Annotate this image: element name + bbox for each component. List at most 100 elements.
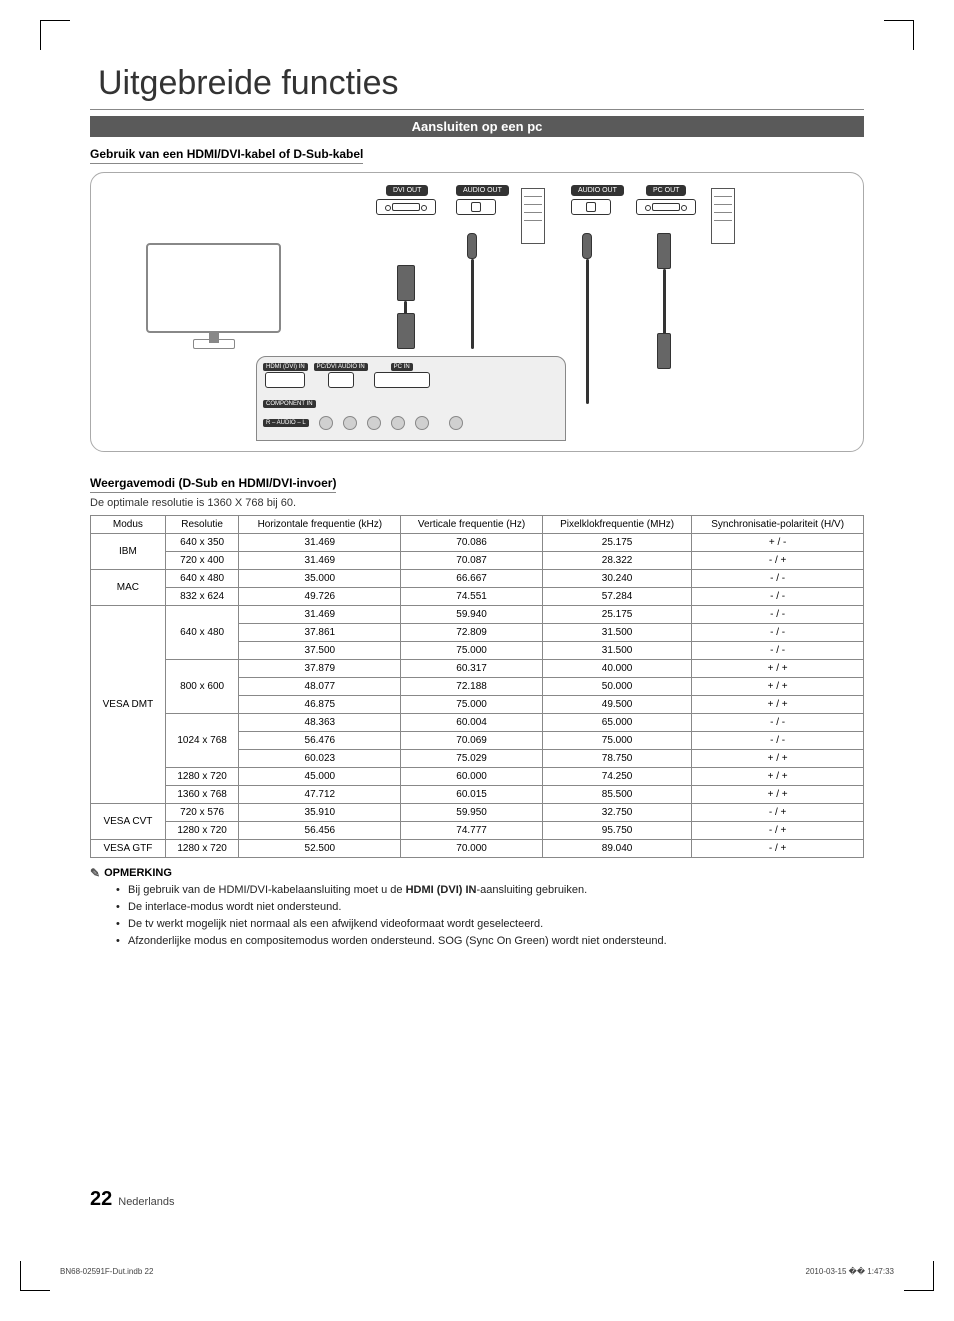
cable-line-4 [663, 269, 666, 339]
notes-label: OPMERKING [104, 867, 172, 879]
table-cell-modus: IBM [91, 534, 166, 570]
table-row: MAC640 x 48035.00066.66730.240- / - [91, 570, 864, 588]
table-cell-modus: VESA DMT [91, 606, 166, 804]
table-cell: 49.726 [239, 588, 401, 606]
table-cell: 56.476 [239, 732, 401, 750]
table-cell: 832 x 624 [165, 588, 239, 606]
table-cell: 50.000 [542, 678, 691, 696]
table-header: Resolutie [165, 516, 239, 534]
table-cell: - / + [692, 822, 864, 840]
port-label-pc-out: PC OUT [646, 185, 686, 196]
table-cell: 65.000 [542, 714, 691, 732]
table-cell: 85.500 [542, 786, 691, 804]
table-cell-modus: MAC [91, 570, 166, 606]
note-item: Bij gebruik van de HDMI/DVI-kabelaanslui… [116, 884, 864, 896]
table-cell: - / - [692, 732, 864, 750]
table-cell: 74.250 [542, 768, 691, 786]
table-row: 832 x 62449.72674.55157.284- / - [91, 588, 864, 606]
crop-mark-bl [20, 1261, 50, 1291]
table-cell: 56.456 [239, 822, 401, 840]
note-item: De interlace-modus wordt niet ondersteun… [116, 901, 864, 913]
table-cell: + / + [692, 660, 864, 678]
table-cell: 32.750 [542, 804, 691, 822]
table-row: 800 x 60037.87960.31740.000+ / + [91, 660, 864, 678]
table-cell: 720 x 576 [165, 804, 239, 822]
port-dvi-out [376, 199, 436, 215]
table-row: 720 x 40031.46970.08728.322- / + [91, 552, 864, 570]
tv-port-pc-dvi-audio [328, 372, 354, 388]
rca-jack [391, 416, 405, 430]
table-cell: - / - [692, 606, 864, 624]
table-cell: 60.000 [401, 768, 543, 786]
tv-port-pc-in-label: PC IN [391, 363, 413, 371]
table-row: VESA GTF1280 x 72052.50070.00089.040- / … [91, 840, 864, 858]
table-row: 1360 x 76847.71260.01585.500+ / + [91, 786, 864, 804]
table-cell: 60.317 [401, 660, 543, 678]
table-cell: 28.322 [542, 552, 691, 570]
table-cell: 25.175 [542, 534, 691, 552]
table-cell: 70.069 [401, 732, 543, 750]
table-cell: 40.000 [542, 660, 691, 678]
table-cell-modus: VESA CVT [91, 804, 166, 840]
table-cell: 31.500 [542, 624, 691, 642]
table-cell: 37.500 [239, 642, 401, 660]
tv-port-hdmi-dvi-in-label: HDMI (DVI) IN [263, 363, 308, 371]
table-cell-res: 800 x 600 [165, 660, 239, 714]
table-cell: 37.879 [239, 660, 401, 678]
rca-jack [367, 416, 381, 430]
table-cell: - / + [692, 552, 864, 570]
table-cell: - / - [692, 588, 864, 606]
pc-tower-right [711, 188, 735, 244]
table-cell: 35.000 [239, 570, 401, 588]
sub-heading: Gebruik van een HDMI/DVI-kabel of D-Sub-… [90, 147, 363, 164]
table-cell: 59.950 [401, 804, 543, 822]
table-cell: 35.910 [239, 804, 401, 822]
table-cell: 70.000 [401, 840, 543, 858]
print-marks: BN68-02591F-Dut.indb 22 2010-03-15 �� 1:… [60, 1267, 894, 1276]
page-language: Nederlands [118, 1196, 174, 1208]
table-cell: 31.469 [239, 606, 401, 624]
crop-mark-br [904, 1261, 934, 1291]
table-cell: - / - [692, 624, 864, 642]
note-item: Afzonderlijke modus en compositemodus wo… [116, 935, 864, 947]
cable-plug-vga-bot [657, 333, 671, 369]
table-cell: 66.667 [401, 570, 543, 588]
table-cell: - / + [692, 840, 864, 858]
table-cell: 45.000 [239, 768, 401, 786]
table-cell: + / + [692, 786, 864, 804]
table-cell: + / - [692, 534, 864, 552]
table-cell: 74.777 [401, 822, 543, 840]
table-header: Verticale frequentie (Hz) [401, 516, 543, 534]
port-audio-out-1 [456, 199, 496, 215]
table-cell: 72.809 [401, 624, 543, 642]
page-title: Uitgebreide functies [90, 60, 864, 110]
table-cell: 75.029 [401, 750, 543, 768]
table-cell: 48.363 [239, 714, 401, 732]
table-cell-res: 1280 x 720 [165, 768, 239, 786]
table-header: Horizontale frequentie (kHz) [239, 516, 401, 534]
table-cell: 70.087 [401, 552, 543, 570]
port-label-dvi-out: DVI OUT [386, 185, 428, 196]
tv-port-component-label: COMPONENT IN [263, 400, 316, 408]
display-modes-table: ModusResolutieHorizontale frequentie (kH… [90, 515, 864, 858]
port-audio-out-2 [571, 199, 611, 215]
table-cell: 95.750 [542, 822, 691, 840]
monitor-icon [146, 243, 281, 333]
print-mark-right: 2010-03-15 �� 1:47:33 [806, 1267, 894, 1276]
tv-port-hdmi-dvi-in [265, 372, 305, 388]
port-label-audio-out-1: AUDIO OUT [456, 185, 509, 196]
table-row: VESA CVT720 x 57635.91059.95032.750- / + [91, 804, 864, 822]
table-cell-res: 1024 x 768 [165, 714, 239, 768]
table-cell: 89.040 [542, 840, 691, 858]
table-cell: 75.000 [542, 732, 691, 750]
crop-mark-tr [884, 20, 914, 50]
crop-mark-tl [40, 20, 70, 50]
table-cell: - / - [692, 714, 864, 732]
cable-plug-audio-top [467, 233, 477, 259]
table-cell: 60.015 [401, 786, 543, 804]
cable-line-2 [471, 259, 474, 349]
table-cell: 25.175 [542, 606, 691, 624]
table-cell: - / - [692, 642, 864, 660]
port-pc-out [636, 199, 696, 215]
rca-jack [415, 416, 429, 430]
